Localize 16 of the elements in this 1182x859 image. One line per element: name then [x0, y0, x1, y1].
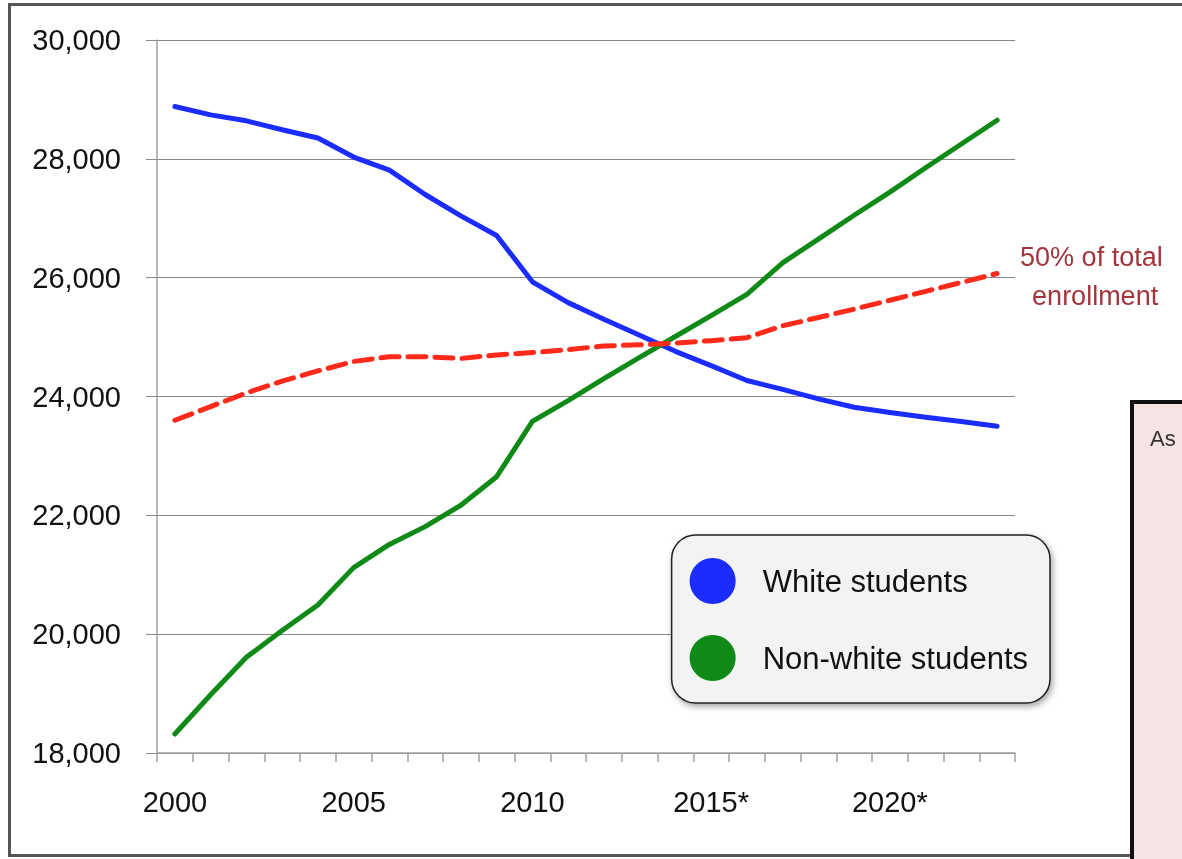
legend-label: Non-white students: [762, 640, 1029, 676]
x-tick-label: 2020*: [851, 785, 928, 818]
y-tick-label: 22,000: [32, 499, 121, 532]
y-tick-label: 24,000: [32, 380, 121, 413]
note-box: As: [1130, 400, 1182, 859]
y-tick-label: 18,000: [32, 737, 121, 769]
y-tick-label: 20,000: [32, 618, 121, 651]
text: 50% of total enrollment: [1020, 242, 1171, 312]
x-tick-label: 2000: [142, 785, 208, 818]
x-tick-label: 2010: [500, 785, 565, 818]
y-tick-label: 30,000: [32, 24, 121, 56]
legend-label: White students: [762, 563, 968, 599]
y-tick-label: 28,000: [32, 142, 121, 175]
x-tick-label: 2015*: [673, 785, 750, 818]
y-tick-label: 26,000: [32, 261, 121, 294]
x-tick-label: 2005: [321, 785, 386, 818]
